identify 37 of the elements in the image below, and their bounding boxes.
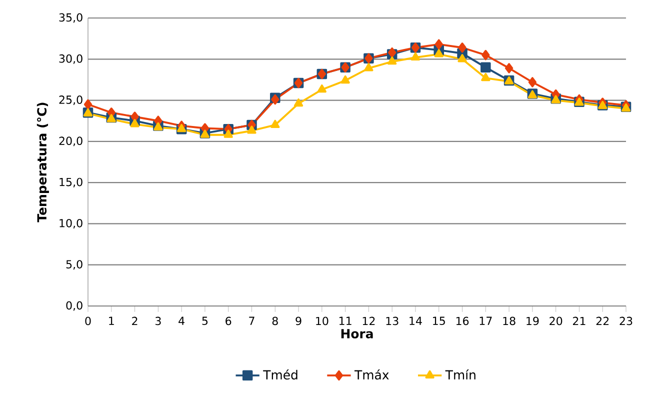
x-tick-label: 7 [249,316,254,325]
x-tick-label: 10 [316,316,328,326]
y-tick-label: 35,0 [59,13,82,23]
x-tick-label: 8 [272,316,278,326]
x-axis-title: Hora [341,329,373,338]
x-tick-label: 17 [480,316,492,325]
x-tick-label: 0 [85,316,91,326]
x-tick-label: 2 [132,316,138,326]
x-tick-label: 11 [339,316,352,325]
y-tick-label: 0,0 [66,301,82,311]
legend-label: Tméd [263,369,298,380]
x-tick-label: 5 [202,316,208,326]
x-tick-label: 13 [386,316,398,326]
y-tick-label: 30,0 [59,54,82,64]
x-tick-label: 18 [503,316,516,326]
x-tick-label: 4 [178,316,184,325]
x-tick-label: 16 [456,316,469,326]
x-tick-label: 1 [109,316,114,325]
x-tick-label: 12 [362,316,375,326]
legend-label: Tmáx [354,369,389,380]
x-tick-label: 6 [226,316,232,326]
y-tick-label: 20,0 [59,136,82,146]
legend-label: Tmín [445,369,476,380]
x-tick-label: 22 [596,316,609,326]
x-tick-label: 14 [410,316,422,325]
x-tick-label: 3 [156,316,161,326]
y-tick-label: 10,0 [60,218,82,228]
x-tick-label: 23 [620,316,632,326]
x-tick-label: 21 [572,316,586,326]
y-axis-title: Temperatura (°C) [36,102,49,222]
y-tick-label: 25,0 [59,96,82,106]
x-tick-label: 9 [296,316,302,326]
x-tick-label: 20 [550,316,562,326]
x-tick-label: 15 [433,316,445,326]
y-tick-label: 15,0 [60,178,82,188]
y-tick-label: 5,0 [66,260,82,270]
x-tick-label: 19 [526,316,539,326]
